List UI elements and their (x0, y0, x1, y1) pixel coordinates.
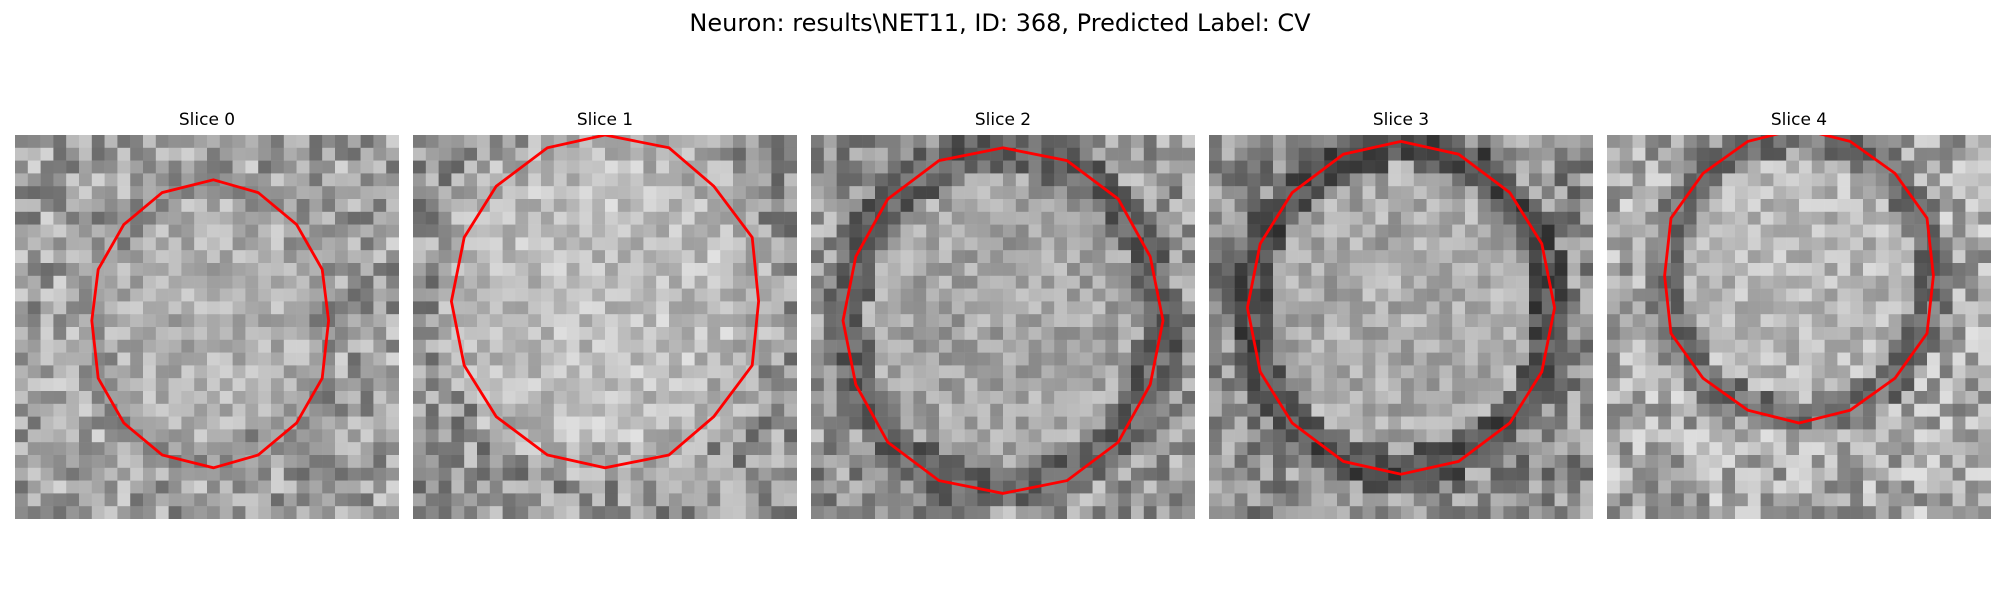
slice-pixels (1607, 135, 1991, 519)
slice-title-1: Slice 1 (576, 110, 634, 130)
segmentation-contour (1663, 135, 1935, 425)
figure-title: Neuron: results\NET11, ID: 368, Predicte… (689, 9, 1311, 37)
slice-pixels (413, 135, 797, 519)
slice-image-2 (811, 135, 1195, 519)
segmentation-contour (449, 135, 761, 470)
slice-image-4 (1607, 135, 1991, 519)
segmentation-contour (1245, 139, 1557, 476)
slice-image-0 (15, 135, 399, 519)
slice-title-4: Slice 4 (1770, 110, 1828, 130)
slice-pixels (15, 135, 399, 519)
slice-title-2: Slice 2 (974, 110, 1032, 130)
slice-title-0: Slice 0 (178, 110, 236, 130)
slice-pixels (811, 135, 1195, 519)
slice-image-1 (413, 135, 797, 519)
segmentation-contour (841, 146, 1165, 495)
slice-title-3: Slice 3 (1372, 110, 1430, 130)
slice-pixels (1209, 135, 1593, 519)
segmentation-contour (90, 178, 331, 470)
slice-image-3 (1209, 135, 1593, 519)
